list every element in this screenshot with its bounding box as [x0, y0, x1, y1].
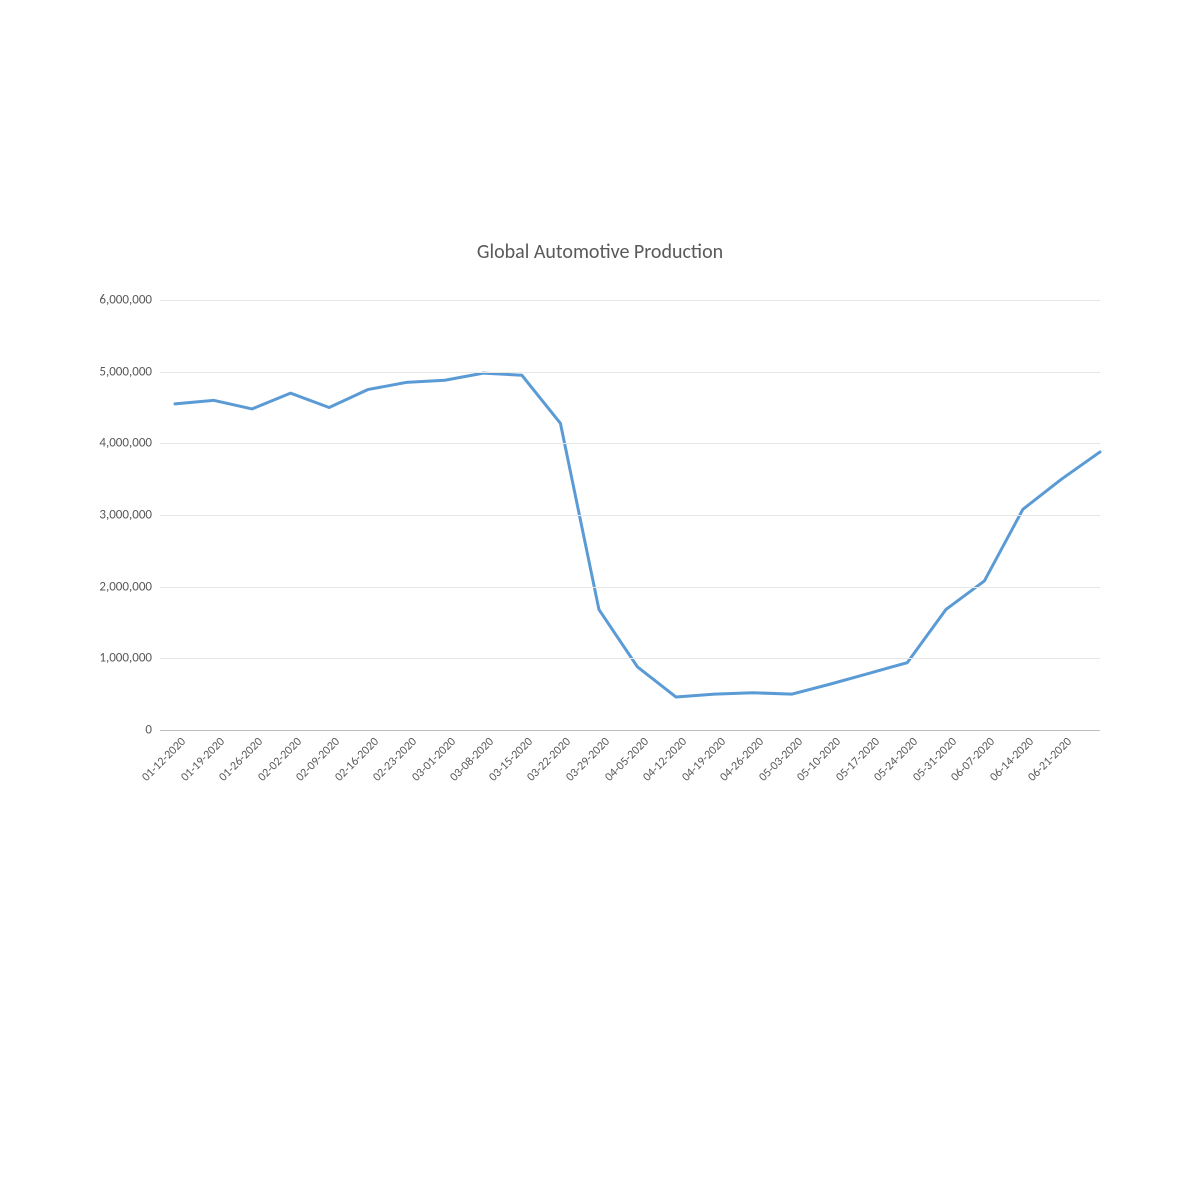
gridline [160, 443, 1100, 444]
chart-title: Global Automotive Production [80, 240, 1120, 264]
y-tick-label: 3,000,000 [99, 508, 160, 523]
y-tick-label: 4,000,000 [99, 436, 160, 451]
gridline [160, 658, 1100, 659]
gridline [160, 300, 1100, 301]
y-tick-label: 6,000,000 [99, 293, 160, 308]
y-tick-label: 5,000,000 [99, 364, 160, 379]
gridline [160, 587, 1100, 588]
chart-container: Global Automotive Production 01,000,0002… [80, 280, 1120, 840]
y-tick-label: 0 [145, 723, 160, 738]
plot-area: 01,000,0002,000,0003,000,0004,000,0005,0… [160, 300, 1100, 730]
y-tick-label: 2,000,000 [99, 579, 160, 594]
gridline [160, 372, 1100, 373]
y-tick-label: 1,000,000 [99, 651, 160, 666]
x-axis-line [160, 730, 1100, 731]
gridline [160, 515, 1100, 516]
x-axis-labels: 01-12-202001-19-202001-26-202002-02-2020… [160, 735, 1100, 835]
